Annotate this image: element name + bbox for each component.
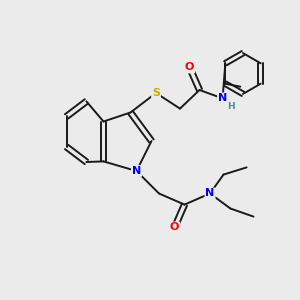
Text: O: O [185, 62, 194, 73]
Text: S: S [152, 88, 160, 98]
Text: N: N [206, 188, 214, 199]
Text: N: N [132, 166, 141, 176]
Text: H: H [227, 102, 235, 111]
Text: O: O [170, 222, 179, 233]
Text: N: N [218, 93, 227, 103]
